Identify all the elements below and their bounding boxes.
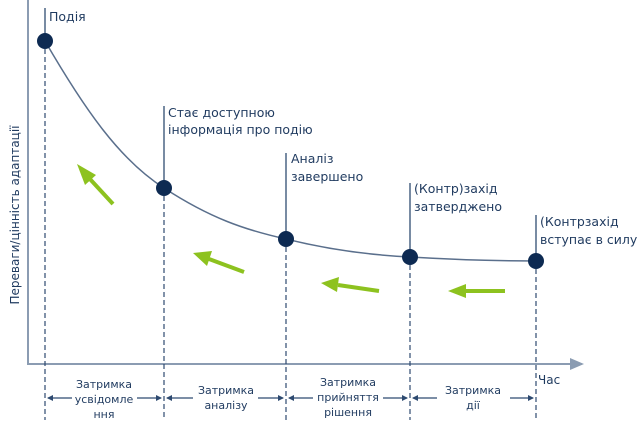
- event-point: [156, 180, 172, 196]
- event-label: затверджено: [414, 199, 502, 214]
- delay-label: дії: [466, 399, 481, 412]
- event-point: [528, 253, 544, 269]
- delay-label: Затримка: [198, 384, 254, 397]
- delay-label: аналізу: [204, 399, 248, 412]
- green-arrow-icon: [77, 164, 115, 206]
- delay-bracket: [288, 395, 408, 401]
- x-axis-label: Час: [538, 373, 560, 387]
- event-point: [402, 249, 418, 265]
- green-arrow-icon: [193, 251, 245, 274]
- delay-label: Затримка: [76, 378, 132, 391]
- delay-label: прийняття: [317, 391, 379, 404]
- delay-label: Затримка: [445, 384, 501, 397]
- green-arrow-icon: [321, 277, 380, 293]
- delay-bracket: [47, 395, 162, 401]
- delay-bracket: [412, 395, 534, 401]
- delay-label: усвідомле: [75, 393, 134, 406]
- event-label: вступає в силу: [540, 232, 638, 247]
- event-label: Подія: [49, 9, 86, 24]
- y-axis-label: Переваги/цінність адаптації: [8, 125, 22, 305]
- event-label: (Контрзахід: [540, 214, 619, 229]
- event-label: інформація про подію: [168, 122, 313, 137]
- event-label: (Контр)захід: [414, 181, 497, 196]
- event-point: [278, 231, 294, 247]
- event-label: завершено: [291, 169, 363, 184]
- delay-label: рішення: [324, 406, 372, 419]
- green-arrow-icon: [448, 284, 505, 298]
- delay-bracket: [166, 395, 284, 401]
- event-label: Аналіз: [291, 151, 334, 166]
- event-point: [37, 33, 53, 49]
- event-label: Стає доступною: [168, 105, 275, 120]
- delay-label: ння: [93, 408, 114, 421]
- delay-label: Затримка: [320, 376, 376, 389]
